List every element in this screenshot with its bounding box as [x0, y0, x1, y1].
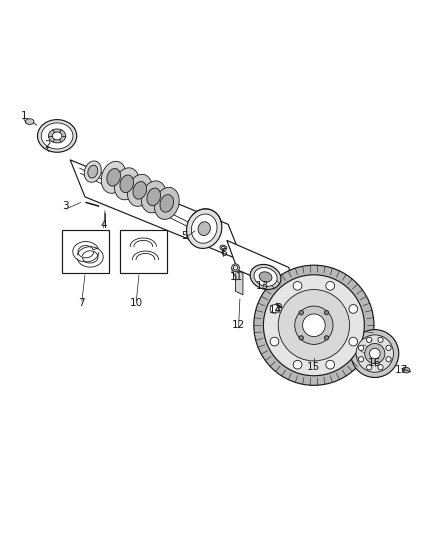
Circle shape [270, 304, 279, 313]
Circle shape [367, 337, 372, 342]
Text: 3: 3 [63, 201, 69, 212]
Circle shape [378, 365, 383, 370]
Ellipse shape [402, 367, 410, 373]
Text: 15: 15 [307, 361, 321, 372]
Circle shape [358, 357, 364, 362]
Bar [62, 230, 110, 273]
Circle shape [365, 343, 385, 364]
Ellipse shape [101, 161, 126, 193]
Ellipse shape [232, 264, 240, 272]
Ellipse shape [276, 303, 282, 308]
Circle shape [295, 306, 333, 344]
Text: 14: 14 [269, 305, 282, 315]
Circle shape [299, 336, 304, 340]
Circle shape [299, 310, 304, 315]
Ellipse shape [254, 268, 277, 286]
Ellipse shape [133, 182, 147, 199]
Ellipse shape [154, 188, 179, 220]
Ellipse shape [120, 175, 134, 192]
Ellipse shape [88, 165, 98, 178]
Ellipse shape [259, 272, 272, 282]
Circle shape [349, 304, 358, 313]
Circle shape [358, 345, 364, 351]
Ellipse shape [84, 161, 101, 182]
Circle shape [293, 281, 302, 290]
Ellipse shape [38, 119, 77, 152]
Text: 1: 1 [21, 111, 27, 122]
Circle shape [263, 275, 364, 376]
Ellipse shape [25, 119, 34, 124]
Text: 16: 16 [368, 358, 381, 368]
Circle shape [324, 336, 328, 340]
Ellipse shape [127, 174, 152, 206]
Text: 12: 12 [232, 320, 245, 330]
Polygon shape [70, 160, 243, 261]
Polygon shape [232, 269, 243, 295]
Ellipse shape [41, 123, 73, 149]
Circle shape [326, 360, 335, 369]
Text: 10: 10 [130, 298, 143, 309]
Text: 2: 2 [44, 140, 50, 150]
Ellipse shape [160, 195, 173, 212]
Circle shape [326, 281, 335, 290]
Circle shape [378, 337, 383, 342]
Polygon shape [227, 240, 300, 297]
Ellipse shape [220, 245, 227, 251]
Ellipse shape [114, 168, 139, 200]
Circle shape [270, 337, 279, 346]
Circle shape [351, 329, 399, 377]
Circle shape [254, 265, 374, 385]
Circle shape [386, 357, 391, 362]
Circle shape [278, 289, 350, 361]
Circle shape [386, 345, 391, 351]
Ellipse shape [52, 132, 62, 140]
Ellipse shape [222, 246, 225, 249]
Text: 6: 6 [220, 248, 226, 259]
Circle shape [370, 348, 380, 359]
Circle shape [349, 337, 358, 346]
Ellipse shape [147, 188, 161, 206]
Ellipse shape [187, 209, 222, 248]
Ellipse shape [191, 214, 217, 243]
Text: 5: 5 [181, 231, 187, 241]
Circle shape [356, 335, 393, 372]
Ellipse shape [198, 222, 210, 236]
Text: 4: 4 [100, 220, 107, 230]
Text: 7: 7 [78, 298, 85, 309]
Text: 17: 17 [395, 365, 408, 375]
Bar [120, 230, 167, 273]
Ellipse shape [107, 168, 120, 186]
Ellipse shape [233, 265, 238, 270]
Circle shape [303, 314, 325, 336]
Circle shape [324, 310, 328, 315]
Text: 11: 11 [230, 272, 243, 282]
Ellipse shape [141, 181, 166, 213]
Ellipse shape [48, 129, 66, 143]
Circle shape [367, 365, 372, 370]
Circle shape [293, 360, 302, 369]
Ellipse shape [250, 264, 281, 289]
Text: 13: 13 [256, 281, 269, 291]
